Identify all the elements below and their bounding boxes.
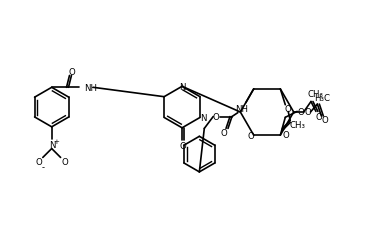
Text: N: N — [200, 113, 206, 122]
Text: N: N — [179, 82, 185, 91]
Text: O: O — [283, 130, 290, 139]
Text: CH₃: CH₃ — [289, 120, 305, 129]
Text: NH: NH — [84, 83, 97, 92]
Text: N: N — [49, 140, 56, 149]
Text: H₃C: H₃C — [314, 93, 331, 102]
Text: O: O — [68, 68, 75, 77]
Text: O: O — [322, 116, 329, 125]
Text: O: O — [213, 112, 220, 122]
Text: +: + — [54, 138, 59, 144]
Text: O: O — [298, 107, 305, 116]
Text: O: O — [180, 142, 186, 151]
Text: O: O — [247, 131, 254, 140]
Text: CH₃: CH₃ — [308, 90, 324, 99]
Text: O: O — [285, 105, 292, 114]
Text: -: - — [41, 162, 44, 171]
Text: O: O — [304, 108, 311, 117]
Text: O: O — [61, 157, 68, 166]
Text: NH: NH — [235, 105, 248, 114]
Text: O: O — [221, 128, 227, 137]
Text: O: O — [35, 157, 42, 166]
Text: O: O — [315, 112, 322, 121]
